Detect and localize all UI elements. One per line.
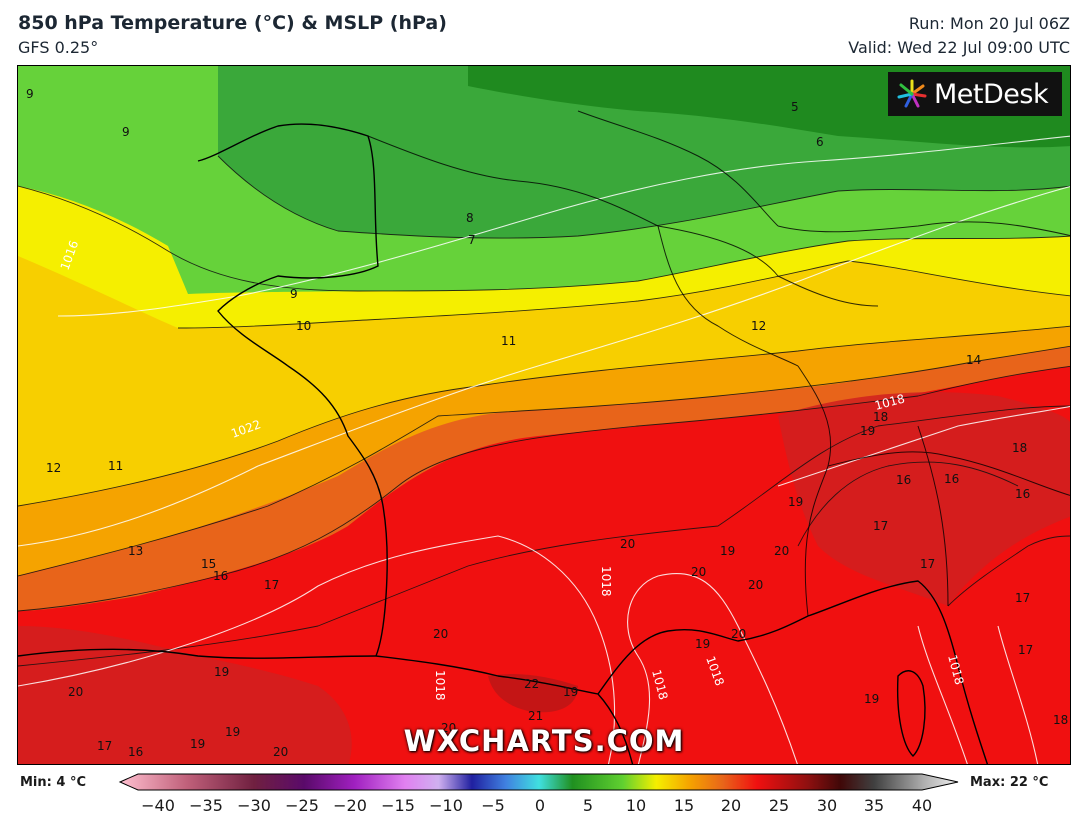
temp-label: 20: [748, 578, 763, 592]
italy-coast: [807, 580, 989, 764]
temp-label: 16: [128, 745, 143, 759]
colorbar-ticks: −40 −35 −30 −25 −20 −15 −10 −5 0 5 10 15…: [0, 796, 1088, 820]
spain-north-coast: [18, 648, 377, 659]
temp-label: 19: [695, 637, 710, 651]
pressure-label: 1018: [599, 566, 613, 597]
temp-label: 16: [1015, 487, 1030, 501]
temp-label: 14: [966, 353, 981, 367]
tick-label: 10: [625, 796, 647, 815]
temp-label: 9: [122, 125, 130, 139]
run-time: Run: Mon 20 Jul 06Z: [908, 14, 1070, 33]
tick-label: −5: [481, 796, 505, 815]
temp-label: 11: [501, 334, 516, 348]
tick-label: 20: [720, 796, 742, 815]
temp-label: 15: [201, 557, 216, 571]
french-mediterranean-coast: [597, 615, 809, 695]
max-label: Max: 22 °C: [970, 775, 1049, 790]
temp-label: 13: [128, 544, 143, 558]
temp-label: 19: [720, 544, 735, 558]
temp-label: 22: [524, 677, 539, 691]
temp-label: 20: [731, 627, 746, 641]
min-label: Min: 4 °C: [20, 775, 86, 790]
temp-label: 20: [68, 685, 83, 699]
tick-label: −25: [285, 796, 319, 815]
temp-label: 19: [788, 495, 803, 509]
watermark: WXCHARTS.COM: [403, 724, 685, 758]
temp-label: 20: [620, 537, 635, 551]
temp-label: 20: [691, 565, 706, 579]
temp-label: 20: [441, 721, 456, 735]
tick-label: 5: [582, 796, 594, 815]
coastlines: [18, 123, 989, 764]
band-red-dark-southwest: [18, 626, 352, 764]
tick-label: −35: [189, 796, 223, 815]
temp-label: 18: [1012, 441, 1027, 455]
temp-label: 19: [860, 424, 875, 438]
tick-label: 0: [534, 796, 546, 815]
temp-label: 7: [468, 233, 476, 247]
temp-label: 16: [213, 569, 228, 583]
temp-label: 17: [97, 739, 112, 753]
band-red-dark-pyrenees: [488, 674, 578, 713]
valid-time: Valid: Wed 22 Jul 09:00 UTC: [848, 38, 1070, 57]
logo-text: MetDesk: [934, 78, 1049, 110]
temp-label: 6: [816, 135, 824, 149]
temp-label: 10: [296, 319, 311, 333]
pyrenees-border: [375, 655, 599, 695]
band-red-dark-east: [778, 392, 1070, 606]
temp-label: 20: [433, 627, 448, 641]
tick-label: −15: [381, 796, 415, 815]
temp-label: 18: [1053, 713, 1068, 727]
tick-label: −10: [429, 796, 463, 815]
pressure-label: 1018: [433, 670, 447, 701]
temp-label: 12: [46, 461, 61, 475]
tick-label: 25: [768, 796, 790, 815]
tick-label: −20: [333, 796, 367, 815]
temp-label: 19: [214, 665, 229, 679]
tick-label: 35: [863, 796, 885, 815]
temp-label: 8: [466, 211, 474, 225]
metdesk-flower-icon: [897, 79, 927, 108]
colorbar: [118, 773, 959, 791]
temp-label: 17: [873, 519, 888, 533]
corsica-outline: [896, 670, 926, 757]
spain-med-coast: [597, 693, 634, 764]
temp-label: 19: [864, 692, 879, 706]
model-label: GFS 0.25°: [18, 38, 99, 57]
temp-label: 9: [26, 87, 34, 101]
isotherm-lines: [18, 155, 1070, 667]
weather-map[interactable]: 9 9 7 8 6 5 9 10 11 12 12 11 13 15 16 17…: [17, 65, 1071, 765]
isobar-lines: [18, 135, 1070, 764]
temp-label: 11: [108, 459, 123, 473]
tick-label: −40: [141, 796, 175, 815]
temp-label: 19: [190, 737, 205, 751]
temp-label: 19: [225, 725, 240, 739]
temp-label: 17: [1018, 643, 1033, 657]
temp-label: 12: [751, 319, 766, 333]
map-canvas: 9 9 7 8 6 5 9 10 11 12 12 11 13 15 16 17…: [18, 66, 1070, 764]
metdesk-logo: MetDesk: [888, 72, 1062, 116]
temp-label: 16: [896, 473, 911, 487]
temp-label: 19: [563, 685, 578, 699]
temp-label: 16: [944, 472, 959, 486]
country-borders: [367, 110, 1070, 617]
tick-label: −30: [237, 796, 271, 815]
temp-label: 17: [920, 557, 935, 571]
tick-label: 40: [911, 796, 933, 815]
temp-labels: 9 9 7 8 6 5 9 10 11 12 12 11 13 15 16 17…: [26, 87, 1068, 759]
chart-title: 850 hPa Temperature (°C) & MSLP (hPa): [18, 12, 447, 34]
temp-label: 20: [774, 544, 789, 558]
temp-label: 20: [273, 745, 288, 759]
tick-label: 15: [673, 796, 695, 815]
temp-label: 18: [873, 410, 888, 424]
temp-label: 17: [264, 578, 279, 592]
temp-label: 21: [528, 709, 543, 723]
temp-label: 9: [290, 287, 298, 301]
color-legend: Min: 4 °C: [0, 768, 1088, 833]
temp-label: 5: [791, 100, 799, 114]
france-atlantic-coast: [197, 123, 388, 657]
temp-label: 17: [1015, 591, 1030, 605]
tick-label: 30: [816, 796, 838, 815]
